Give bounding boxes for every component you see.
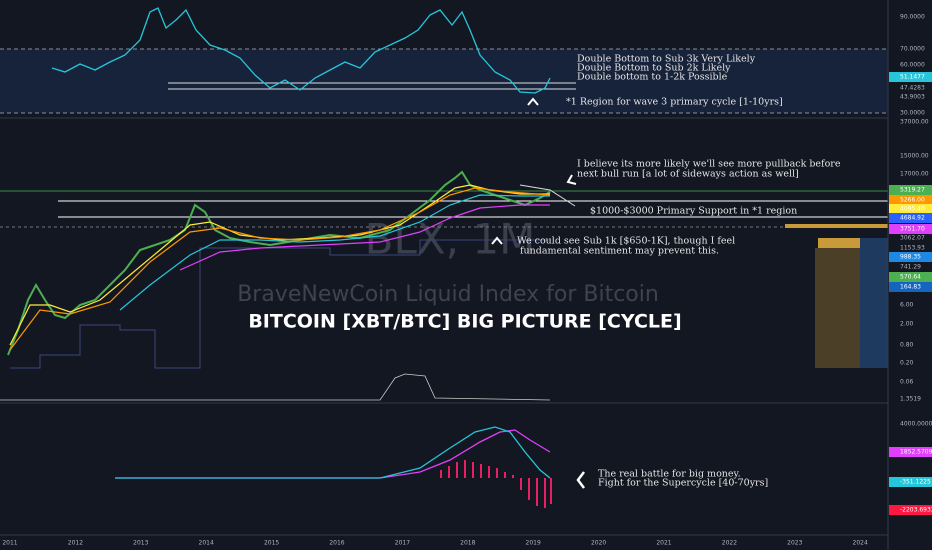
annotation: next bull run [a lot of sideways action … <box>577 169 799 180</box>
price-label: 0.20 <box>900 360 914 367</box>
price-label: 4684.92 <box>900 215 925 222</box>
price-badge <box>889 204 932 214</box>
price-label: 164.83 <box>900 284 921 291</box>
price-label: 60.0000 <box>900 62 925 69</box>
time-label: 2015 <box>264 540 279 547</box>
price-label: 70.0000 <box>900 46 925 53</box>
time-label: 2018 <box>460 540 475 547</box>
time-label: 2022 <box>722 540 737 547</box>
price-label: -2203.6933 <box>900 507 932 514</box>
ema <box>9 187 551 351</box>
time-label: 2012 <box>68 540 83 547</box>
projection <box>519 184 576 207</box>
price-label: 1153.93 <box>900 245 925 252</box>
time-label: 2021 <box>656 540 671 547</box>
price-badge <box>889 224 932 234</box>
price-label: 90.0000 <box>900 14 925 21</box>
price-label: 5266.00 <box>900 197 925 204</box>
rsi-line <box>51 7 551 94</box>
indicator-step <box>10 239 550 369</box>
price-label: 51.1477 <box>900 74 925 81</box>
price-badge <box>889 213 932 223</box>
price-label: 3751.70 <box>900 226 925 233</box>
price-label: 37000.00 <box>900 119 929 126</box>
annotation: Double Bottom to Sub 2k Likely <box>577 63 731 74</box>
annotation: *1 Region for wave 3 primary cycle [1-10… <box>566 97 783 108</box>
time-label: 2017 <box>395 540 410 547</box>
volume-profile <box>818 238 860 248</box>
annotation: We could see Sub 1k [$650-1K], though I … <box>517 236 735 247</box>
price-badge <box>889 282 932 292</box>
watermark-subtitle: BraveNewCoin Liquid Index for Bitcoin <box>237 282 659 307</box>
annotation: Fight for the Supercycle [40-70yrs] <box>598 478 768 489</box>
price-badge <box>889 272 932 282</box>
ema <box>179 204 550 271</box>
price-badge <box>889 185 932 195</box>
volume-curve <box>0 373 551 401</box>
price-badge <box>889 477 932 487</box>
arrow <box>566 174 577 185</box>
price-label: 30.0000 <box>900 110 925 117</box>
volume-profile <box>815 248 860 368</box>
arrow-up <box>491 236 503 245</box>
time-label: 2014 <box>199 540 214 547</box>
arrow <box>576 471 585 489</box>
arrow-up <box>527 97 539 106</box>
price-badge <box>889 505 932 515</box>
annotation: The real battle for big money. <box>598 469 741 480</box>
price-label: 1.3519 <box>900 396 921 403</box>
price-label: 570.64 <box>900 274 921 281</box>
time-label: 2013 <box>133 540 148 547</box>
chart-title: BITCOIN [XBT/BTC] BIG PICTURE [CYCLE] <box>248 311 681 333</box>
macd-histogram <box>440 460 552 508</box>
price-label: 47.4283 <box>900 85 925 92</box>
price-label: 15000.00 <box>900 153 929 160</box>
price-badge <box>889 447 932 457</box>
price-label: 988.35 <box>900 254 921 261</box>
price-label: 6.00 <box>900 302 914 309</box>
rsi-band <box>0 49 888 113</box>
macd-line <box>115 426 551 479</box>
price-label: 4095.40 <box>900 206 925 213</box>
price-badge <box>889 72 932 82</box>
time-label: 2020 <box>591 540 606 547</box>
time-label: 2024 <box>853 540 868 547</box>
price-label: -351.1225 <box>900 479 931 486</box>
price-label: 0.80 <box>900 342 914 349</box>
price-label: 741.29 <box>900 264 921 271</box>
price-label: 0.06 <box>900 379 914 386</box>
price-label: 5319.27 <box>900 187 925 194</box>
annotation: fundamental sentiment may prevent this. <box>520 246 719 257</box>
price-label: 1852.5709 <box>900 449 932 456</box>
ema <box>119 194 550 311</box>
price-label: 4000.0000 <box>900 421 932 428</box>
price-label: 17000.00 <box>900 171 929 178</box>
volume-profile <box>785 224 888 228</box>
macd-signal <box>115 429 551 479</box>
price-label: 3062.07 <box>900 235 925 242</box>
time-label: 2023 <box>787 540 802 547</box>
annotation: Double bottom to 1-2k Possible <box>577 72 728 83</box>
time-label: 2019 <box>526 540 541 547</box>
price-badge <box>889 195 932 205</box>
volume-profile <box>860 238 888 368</box>
price-label: 2.00 <box>900 321 914 328</box>
price-label: 43.9003 <box>900 94 925 101</box>
annotation: Double Bottom to Sub 3k Very Likely <box>577 54 756 65</box>
annotation: $1000-$3000 Primary Support in *1 region <box>590 206 797 217</box>
price-badge <box>889 252 932 262</box>
annotation: I believe its more likely we'll see more… <box>577 159 841 170</box>
time-label: 2011 <box>2 540 17 547</box>
time-label: 2016 <box>329 540 344 547</box>
